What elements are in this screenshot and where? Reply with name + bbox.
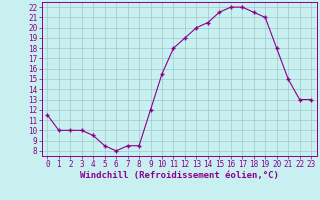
X-axis label: Windchill (Refroidissement éolien,°C): Windchill (Refroidissement éolien,°C) (80, 171, 279, 180)
